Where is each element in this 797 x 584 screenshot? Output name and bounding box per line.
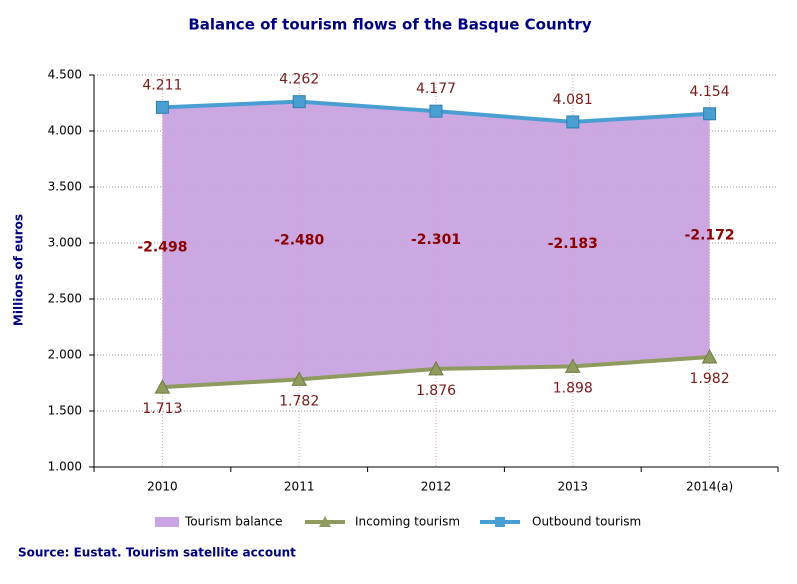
legend-label: Tourism balance <box>184 515 283 529</box>
marker <box>429 104 443 118</box>
data-label: 4.154 <box>690 84 730 100</box>
balance-label: -2.172 <box>685 227 735 243</box>
data-label: 4.177 <box>416 81 456 97</box>
data-label: 1.782 <box>279 393 319 409</box>
marker <box>154 379 171 394</box>
y-tick-label: 3.500 <box>48 180 82 194</box>
x-tick-label: 2010 <box>147 480 178 494</box>
y-tick-label: 4.500 <box>48 68 82 82</box>
marker <box>701 348 718 364</box>
legend-label: Outbound tourism <box>532 515 641 529</box>
y-tick-label: 1.500 <box>48 404 82 418</box>
marker <box>155 100 169 114</box>
balance-label: -2.301 <box>411 232 461 248</box>
marker <box>566 115 580 129</box>
data-label: 1.898 <box>553 380 593 396</box>
balance-label: -2.498 <box>137 239 187 255</box>
legend-swatch <box>495 517 505 527</box>
marker <box>428 360 444 376</box>
y-tick-label: 3.000 <box>48 236 82 250</box>
data-label: 4.211 <box>142 77 182 93</box>
x-tick-label: 2014(a) <box>686 480 733 494</box>
legend-label: Incoming tourism <box>355 515 460 529</box>
x-tick-label: 2013 <box>558 480 589 494</box>
marker <box>291 371 308 386</box>
data-label: 1.876 <box>416 383 456 399</box>
x-tick-label: 2012 <box>421 480 452 494</box>
data-label: 1.982 <box>690 371 730 387</box>
source: Source: Eustat. Tourism satellite accoun… <box>18 546 296 560</box>
balance-label: -2.480 <box>274 233 324 249</box>
marker <box>703 107 717 121</box>
data-label: 4.262 <box>279 72 319 88</box>
marker <box>564 358 581 373</box>
y-axis-label: Millions of euros <box>12 214 26 326</box>
marker <box>292 95 306 109</box>
y-tick-label: 2.000 <box>48 348 82 362</box>
legend-swatch <box>155 517 179 527</box>
balance-label: -2.183 <box>548 236 598 252</box>
chart-title: Balance of tourism flows of the Basque C… <box>188 16 592 34</box>
data-label: 1.713 <box>142 401 182 417</box>
y-tick-label: 1.000 <box>48 460 82 474</box>
y-tick-label: 4.000 <box>48 124 82 138</box>
y-tick-label: 2.500 <box>48 292 82 306</box>
data-label: 4.081 <box>553 92 593 108</box>
x-tick-label: 2011 <box>284 480 315 494</box>
legend-swatch <box>319 516 331 527</box>
